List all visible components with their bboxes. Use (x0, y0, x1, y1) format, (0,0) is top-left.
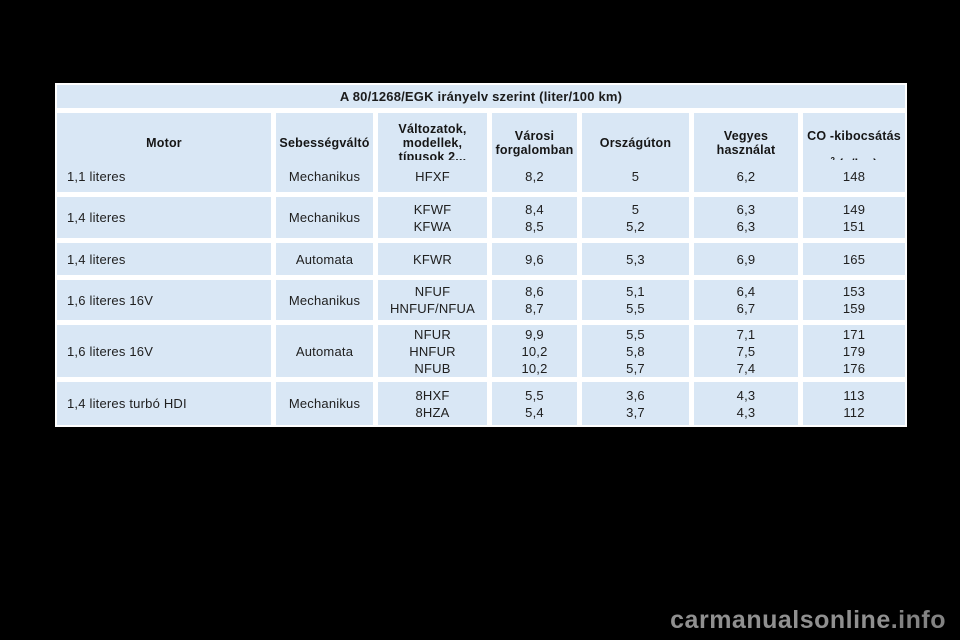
watermark: carmanualsonline.info (670, 606, 946, 635)
cell-motor: 1,6 literes 16V (57, 325, 271, 377)
table-row: 1,4 literes turbó HDI Mechanikus 8HXF 8H… (57, 382, 905, 425)
cell-co2: 153 159 (803, 280, 905, 320)
table-row: 1,4 literes Automata KFWR 9,6 5,3 6,9 16… (57, 243, 905, 275)
cell-co2: 148 (803, 160, 905, 192)
cell-variants: KFWF KFWA (378, 197, 487, 238)
cell-highway: 5 (582, 160, 689, 192)
cell-variants: NFUR HNFUR NFUB (378, 325, 487, 377)
cell-gearbox: Mechanikus (276, 280, 373, 320)
cell-gearbox: Mechanikus (276, 160, 373, 192)
cell-highway: 3,6 3,7 (582, 382, 689, 425)
cell-variants: HFXF (378, 160, 487, 192)
table-row: 1,1 literes Mechanikus HFXF 8,2 5 6,2 14… (57, 160, 905, 192)
cell-mixed: 7,1 7,5 7,4 (694, 325, 798, 377)
table-row: 1,6 literes 16V Automata NFUR HNFUR NFUB… (57, 325, 905, 377)
cell-urban: 5,5 5,4 (492, 382, 577, 425)
watermark-name: carmanualsonline (670, 606, 891, 634)
header-row: Motor Sebességváltó Változatok, modellek… (57, 113, 905, 173)
cell-gearbox: Automata (276, 243, 373, 275)
cell-co2: 171 179 176 (803, 325, 905, 377)
cell-highway: 5,3 (582, 243, 689, 275)
cell-mixed: 6,4 6,7 (694, 280, 798, 320)
cell-gearbox: Automata (276, 325, 373, 377)
cell-mixed: 6,9 (694, 243, 798, 275)
cell-highway: 5,1 5,5 (582, 280, 689, 320)
cell-urban: 9,9 10,2 10,2 (492, 325, 577, 377)
cell-motor: 1,1 literes (57, 160, 271, 192)
cell-mixed: 4,3 4,3 (694, 382, 798, 425)
fuel-consumption-table: A 80/1268/EGK irányelv szerint (liter/10… (55, 83, 907, 427)
cell-variants: KFWR (378, 243, 487, 275)
cell-urban: 8,4 8,5 (492, 197, 577, 238)
cell-motor: 1,6 literes 16V (57, 280, 271, 320)
cell-mixed: 6,3 6,3 (694, 197, 798, 238)
cell-co2: 113 112 (803, 382, 905, 425)
cell-motor: 1,4 literes turbó HDI (57, 382, 271, 425)
cell-co2: 165 (803, 243, 905, 275)
cell-urban: 9,6 (492, 243, 577, 275)
cell-highway: 5 5,2 (582, 197, 689, 238)
cell-motor: 1,4 literes (57, 243, 271, 275)
cell-urban: 8,6 8,7 (492, 280, 577, 320)
table-row: 1,6 literes 16V Mechanikus NFUF HNFUF/NF… (57, 280, 905, 320)
cell-mixed: 6,2 (694, 160, 798, 192)
co2-label-line1: CO -kibocsátás (807, 129, 901, 143)
cell-motor: 1,4 literes (57, 197, 271, 238)
table-row: 1,4 literes Mechanikus KFWF KFWA 8,4 8,5… (57, 197, 905, 238)
cell-variants: NFUF HNFUF/NFUA (378, 280, 487, 320)
cell-gearbox: Mechanikus (276, 197, 373, 238)
cell-variants: 8HXF 8HZA (378, 382, 487, 425)
cell-co2: 149 151 (803, 197, 905, 238)
watermark-suffix: .info (890, 606, 946, 634)
cell-highway: 5,5 5,8 5,7 (582, 325, 689, 377)
cell-gearbox: Mechanikus (276, 382, 373, 425)
cell-urban: 8,2 (492, 160, 577, 192)
table-title: A 80/1268/EGK irányelv szerint (liter/10… (57, 85, 905, 108)
